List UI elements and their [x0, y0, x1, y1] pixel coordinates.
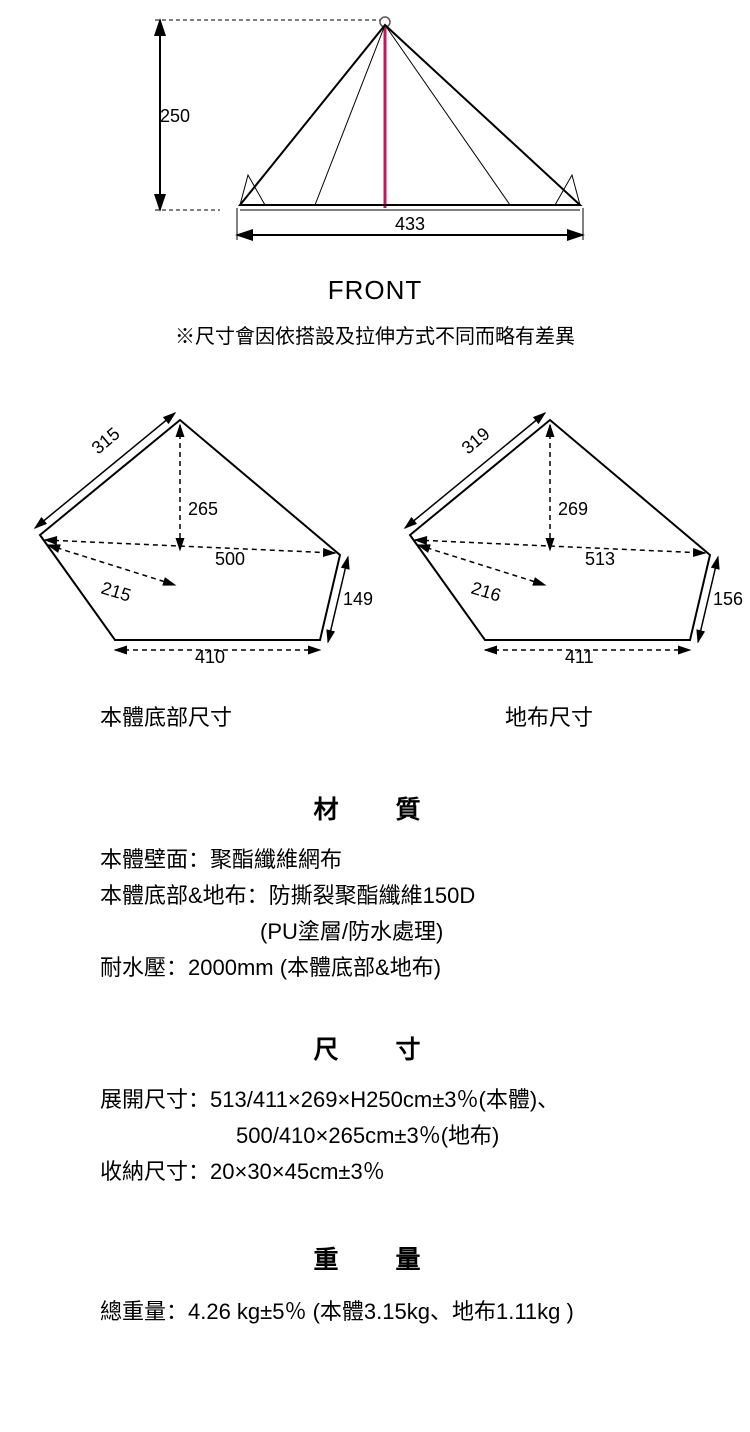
weight-title: 重 量	[0, 1240, 750, 1276]
size-line: 展開尺寸：513/411×269×H250cm±3％(本體)、	[100, 1082, 559, 1118]
material-line: 本體壁面：聚酯纖維網布	[100, 842, 475, 878]
svg-text:500: 500	[215, 549, 245, 569]
material-line: (PU塗層/防水處理)	[100, 914, 475, 950]
svg-text:513: 513	[585, 549, 615, 569]
ground-sheet-diagram: 319 269 513 216 156 411	[390, 395, 750, 665]
ground-label: 地布尺寸	[505, 700, 593, 732]
weight-line: 總重量：4.26 kg±5％ (本體3.15kg、地布1.11kg )	[100, 1294, 574, 1330]
svg-text:410: 410	[195, 647, 225, 665]
svg-text:319: 319	[458, 423, 494, 458]
svg-text:315: 315	[88, 423, 124, 458]
body-bottom-diagram: 315 265 500 215 149 410	[20, 395, 380, 665]
svg-text:215: 215	[99, 578, 134, 606]
material-line: 本體底部&地布：防撕裂聚酯纖維150D	[100, 878, 475, 914]
svg-text:269: 269	[558, 499, 588, 519]
size-title: 尺 寸	[0, 1030, 750, 1066]
size-line: 收納尺寸：20×30×45cm±3％	[100, 1154, 559, 1190]
front-tent-diagram: 250 433	[140, 10, 610, 250]
svg-text:265: 265	[188, 499, 218, 519]
weight-block: 總重量：4.26 kg±5％ (本體3.15kg、地布1.11kg )	[100, 1294, 574, 1330]
svg-text:156: 156	[713, 589, 743, 609]
svg-text:411: 411	[565, 647, 594, 665]
front-label: FRONT	[0, 275, 750, 306]
dimension-note: ※尺寸會因依搭設及拉伸方式不同而略有差異	[0, 320, 750, 349]
svg-text:149: 149	[343, 589, 373, 609]
material-line: 耐水壓：2000mm (本體底部&地布)	[100, 950, 475, 986]
body-bottom-label: 本體底部尺寸	[100, 700, 232, 732]
material-block: 本體壁面：聚酯纖維網布 本體底部&地布：防撕裂聚酯纖維150D (PU塗層/防水…	[100, 842, 475, 986]
material-title: 材 質	[0, 790, 750, 826]
svg-text:216: 216	[469, 578, 504, 606]
front-height-text: 250	[160, 106, 190, 126]
size-line: 500/410×265cm±3％(地布)	[100, 1118, 559, 1154]
size-block: 展開尺寸：513/411×269×H250cm±3％(本體)、 500/410×…	[100, 1082, 559, 1190]
front-width-text: 433	[395, 214, 425, 234]
